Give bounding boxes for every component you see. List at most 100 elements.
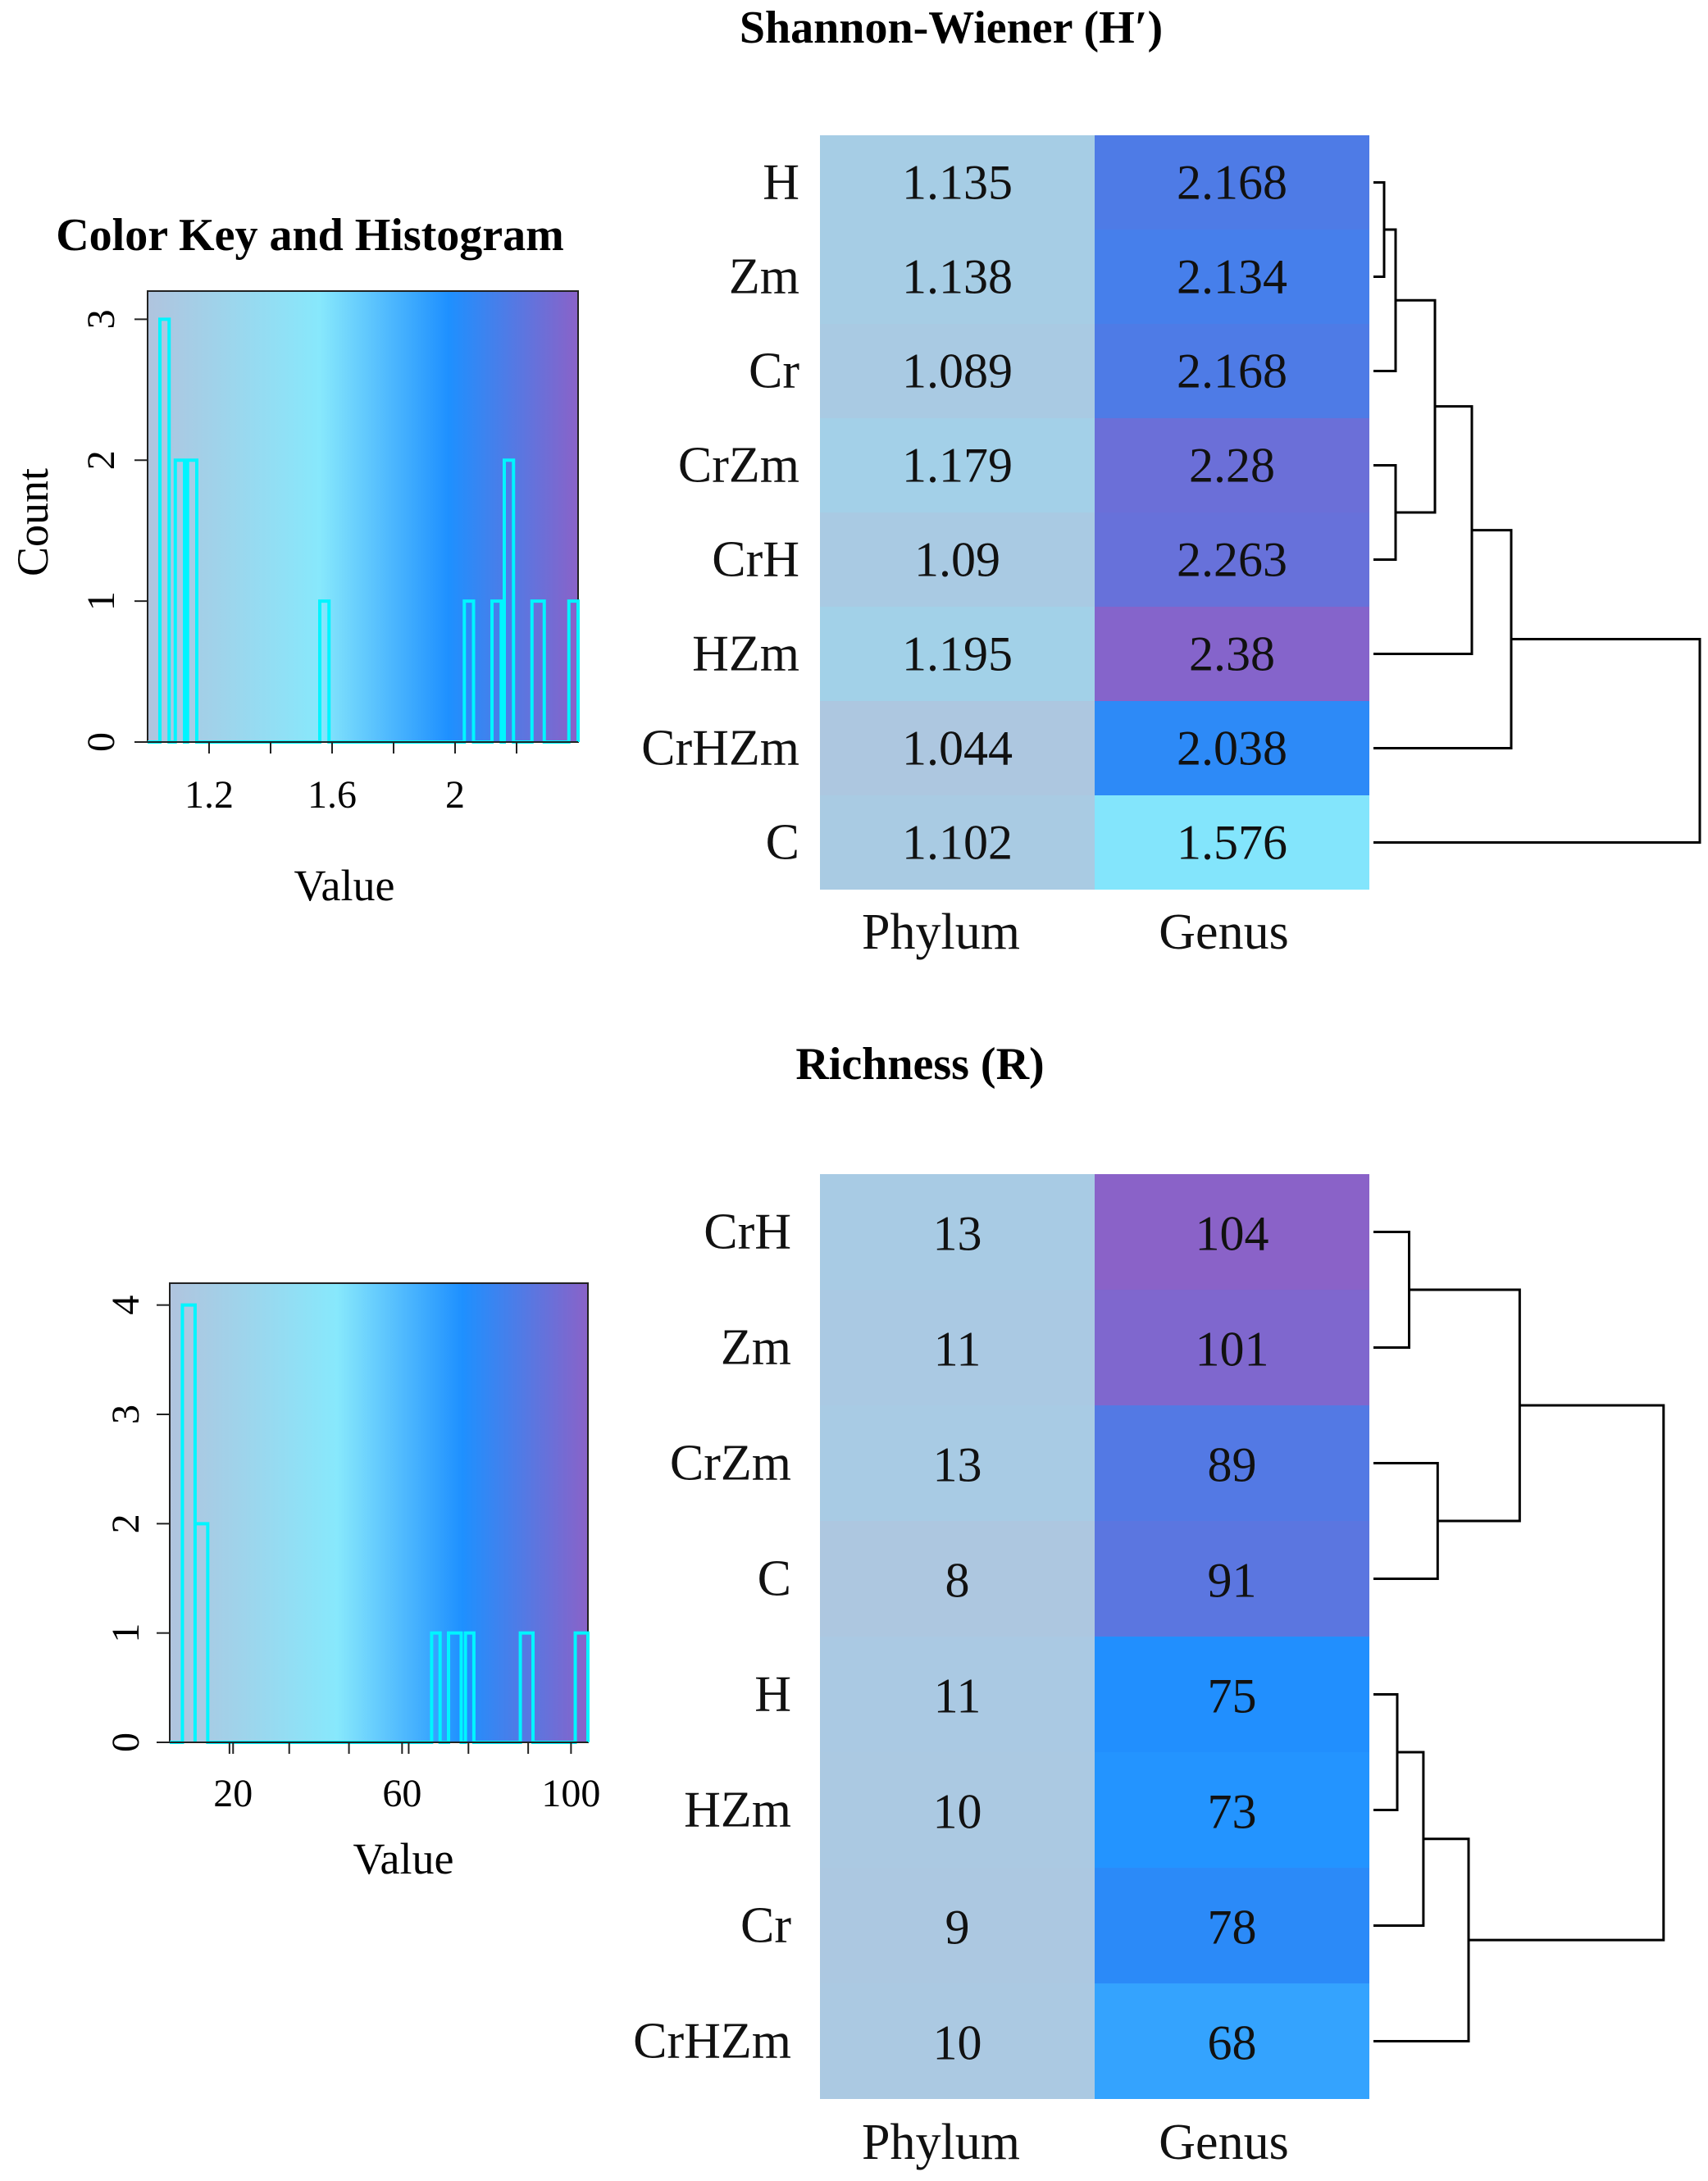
column-labels-richness: Phylum Genus: [862, 2115, 1289, 2170]
y-tick-label: 0: [104, 1733, 148, 1752]
heatmap-cell: [820, 324, 1095, 418]
dendrogram-branch: [1373, 529, 1513, 749]
heatmap-panel-richness: Richness (R) 13 104 11 101 13 89 8 91 11 75 10 73 9 7…: [633, 1039, 1665, 2170]
cell-value-label: 9: [945, 1901, 970, 1955]
color-key-ylabel-shannon: Count: [8, 468, 57, 576]
column-labels-shannon: Phylum Genus: [862, 904, 1289, 960]
cell-value-label: 1.576: [1177, 816, 1287, 870]
heatmap-cell: [820, 1290, 1095, 1405]
heatmap-cell: [1095, 1637, 1369, 1752]
heatmap-cell: [820, 230, 1095, 324]
y-tick-label: 2: [104, 1514, 148, 1533]
dendrogram-branch: [1373, 1462, 1439, 1580]
heatmap-cell: [1095, 1521, 1369, 1637]
cell-value-label: 101: [1196, 1323, 1269, 1377]
heatmap-cell: [820, 1868, 1095, 1983]
cell-value-label: 91: [1208, 1554, 1257, 1608]
x-tick-label: 60: [382, 1772, 421, 1815]
heatmap-cell: [820, 512, 1095, 607]
cell-value-label: 2.134: [1177, 250, 1287, 304]
cell-value-label: 2.038: [1177, 722, 1287, 776]
row-label: HZm: [684, 1783, 791, 1838]
x-tick-label: 1.6: [307, 773, 357, 817]
heatmap-cells-richness: 13 104 11 101 13 89 8 91 11 75 10 73 9 78 10 68: [820, 1174, 1369, 2099]
row-label: C: [758, 1551, 791, 1607]
chart-title-richness: Richness (R): [795, 1039, 1044, 1090]
cell-value-label: 13: [933, 1207, 982, 1261]
cell-value-label: 2.38: [1189, 627, 1275, 681]
dendrogram-branch: [1373, 1231, 1410, 1349]
cell-value-label: 2.28: [1189, 439, 1275, 493]
cell-value-label: 1.179: [902, 439, 1013, 493]
dendrogram-branch: [1409, 1288, 1521, 1523]
y-tick-label: 0: [80, 732, 123, 752]
heatmap-cell: [1095, 418, 1369, 512]
heatmap-cell: [1095, 1405, 1369, 1521]
x-tick-label: 20: [213, 1772, 253, 1815]
cell-value-label: 10: [933, 1785, 982, 1839]
cell-value-label: 89: [1208, 1438, 1257, 1492]
cell-value-label: 75: [1208, 1669, 1257, 1723]
dendrogram-branch: [1373, 405, 1473, 655]
heatmap-cell: [820, 701, 1095, 795]
cell-value-label: 11: [934, 1669, 982, 1723]
heatmap-cell: [1095, 701, 1369, 795]
cell-value-label: 73: [1208, 1785, 1257, 1839]
color-key-panel-richness: 20 60 100 0 1 2 3 4 Value: [104, 1282, 600, 1883]
dendrogram-branch: [1373, 464, 1397, 561]
histogram-line: [170, 1303, 590, 1744]
heatmap-cell: [1095, 324, 1369, 418]
row-label: C: [766, 815, 799, 871]
column-label: Phylum: [862, 2115, 1020, 2170]
heatmap-cell: [1095, 1983, 1369, 2099]
heatmap-cells-shannon: 1.135 2.168 1.138 2.134 1.089 2.168 1.179 2.28 1…: [820, 135, 1369, 890]
cell-value-label: 10: [933, 2016, 982, 2070]
color-key-gradient: [169, 1282, 589, 1743]
heatmap-cell: [1095, 1752, 1369, 1868]
dendrogram-branch: [1373, 1693, 1399, 1811]
cell-value-label: 2.168: [1177, 156, 1287, 210]
cell-value-label: 1.138: [902, 250, 1013, 304]
cell-value-label: 1.044: [902, 722, 1013, 776]
dendrogram-richness: [1373, 1231, 1665, 2042]
row-label: CrZm: [670, 1436, 791, 1491]
heatmap-cell: [820, 607, 1095, 701]
column-label: Phylum: [862, 904, 1020, 960]
histogram-line: [148, 317, 580, 744]
heatmap-cell: [1095, 512, 1369, 607]
x-tick-label: 2: [445, 773, 465, 817]
y-tick-label: 2: [80, 450, 123, 470]
heatmap-cell: [820, 1174, 1095, 1290]
heatmap-cell: [820, 418, 1095, 512]
row-label: CrH: [712, 532, 799, 588]
row-label: H: [763, 155, 799, 211]
cell-value-label: 1.195: [902, 627, 1013, 681]
color-key-shannon: 1.2 1.6 2 0 1 2 3: [80, 290, 580, 817]
heatmap-cell: [1095, 1174, 1369, 1290]
color-key-richness: 20 60 100 0 1 2 3 4: [104, 1282, 600, 1815]
dendrogram-branch: [1469, 1404, 1665, 1942]
color-key-xlabel-shannon: Value: [294, 861, 395, 910]
cell-value-label: 13: [933, 1438, 982, 1492]
color-key-title: Color Key and Histogram: [56, 210, 564, 261]
row-label: CrHZm: [641, 721, 799, 776]
heatmap-cell: [820, 1405, 1095, 1521]
dendrogram-branch: [1396, 298, 1437, 514]
heatmap-cell: [820, 795, 1095, 890]
y-tick-label: 3: [104, 1405, 148, 1424]
heatmap-panel-shannon: Shannon-Wiener (H′) 1.135 2.168 1.138 2.134…: [641, 2, 1701, 960]
cell-value-label: 1.09: [914, 533, 1000, 587]
heatmap-cell: [820, 1983, 1095, 2099]
row-label: Cr: [749, 344, 799, 399]
heatmap-cell: [820, 1752, 1095, 1868]
row-label: H: [754, 1667, 791, 1723]
row-label: CrH: [704, 1204, 791, 1260]
heatmap-cell: [1095, 1290, 1369, 1405]
cell-value-label: 68: [1208, 2016, 1257, 2070]
dendrogram-branch: [1373, 638, 1701, 844]
column-label: Genus: [1159, 2115, 1288, 2170]
color-key-gradient: [147, 290, 579, 743]
heatmap-cell: [1095, 607, 1369, 701]
y-tick-label: 4: [104, 1295, 148, 1315]
